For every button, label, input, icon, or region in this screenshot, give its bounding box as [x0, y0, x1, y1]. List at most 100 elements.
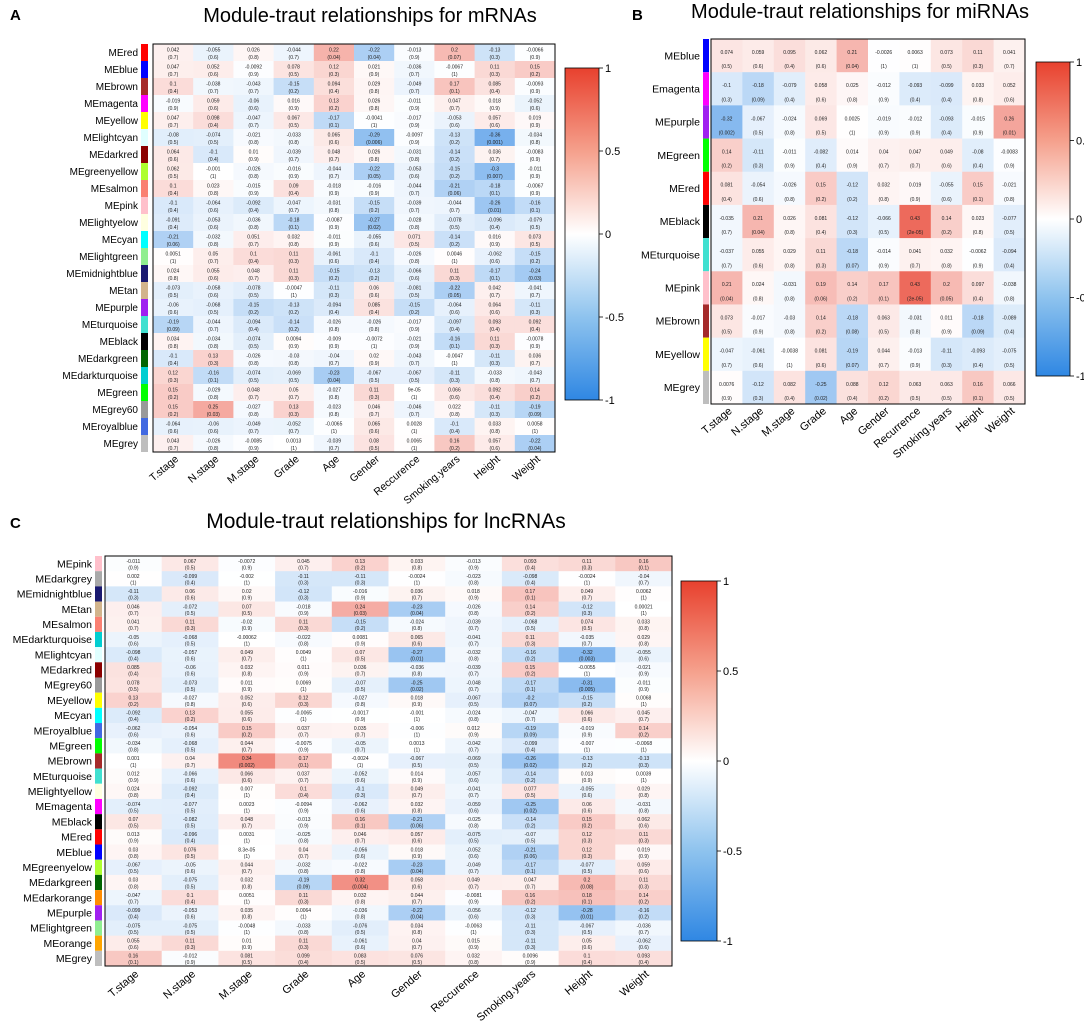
cell-pvalue: (1)	[244, 899, 250, 905]
heatmap-cell	[354, 180, 395, 198]
cell-correlation: 0.14	[847, 282, 857, 288]
cell-correlation: -0.0017	[352, 711, 369, 717]
heatmap-cell	[501, 768, 559, 785]
cell-correlation: -0.026	[407, 252, 421, 258]
cell-pvalue: (0.5)	[910, 396, 921, 402]
heatmap-cell	[233, 418, 274, 436]
cell-pvalue: (0.5)	[941, 396, 952, 402]
cell-correlation: -0.079	[782, 83, 796, 89]
heatmap-cell	[615, 814, 673, 830]
row-label: MEblue	[664, 50, 700, 62]
heatmap-cell	[354, 350, 395, 368]
cell-correlation: -0.067	[410, 756, 424, 762]
cell-correlation: -0.094	[327, 303, 341, 309]
cell-correlation: 0.019	[529, 116, 542, 122]
cell-pvalue: (0.4)	[185, 839, 196, 845]
cell-correlation: 0.035	[240, 908, 253, 914]
cell-correlation: -0.039	[466, 620, 480, 626]
cell-correlation: -0.055	[206, 48, 220, 54]
cell-pvalue: (0.8)	[355, 899, 366, 905]
heatmap-cell	[331, 753, 389, 769]
cell-correlation: 0.02	[369, 354, 379, 360]
colorbar-tick-label: -0.5	[1076, 293, 1084, 305]
cell-correlation: 0.045	[637, 711, 650, 717]
cell-correlation: -0.0047	[446, 354, 463, 360]
cell-correlation: 0.16	[128, 954, 138, 960]
cell-correlation: 0.2	[451, 48, 458, 54]
cell-correlation: 0.11	[299, 893, 309, 899]
heatmap-cell	[711, 238, 743, 272]
cell-correlation: 0.026	[368, 150, 381, 156]
heatmap-cell	[394, 350, 435, 368]
cell-pvalue: (0.4)	[490, 89, 501, 95]
module-color-strip	[95, 601, 102, 617]
x-axis-label: M.stage	[225, 453, 261, 486]
cell-pvalue: (0.2)	[639, 899, 650, 905]
cell-pvalue: (0.6)	[185, 672, 196, 678]
heatmap-cell	[218, 647, 276, 663]
heatmap-cell	[445, 920, 503, 937]
cell-pvalue: (1)	[411, 446, 417, 452]
heatmap-cell	[331, 905, 389, 921]
heatmap-cell	[742, 304, 775, 339]
heatmap-cell	[615, 920, 673, 937]
cell-pvalue: (0.8)	[248, 412, 259, 418]
cell-correlation: 0.01	[242, 938, 252, 944]
cell-correlation: 0.057	[488, 439, 501, 445]
cell-correlation: 0.032	[877, 183, 890, 189]
cell-correlation: 0.13	[128, 696, 138, 702]
module-color-strip	[141, 435, 148, 452]
cell-correlation: -0.049	[407, 82, 421, 88]
heatmap-cell	[275, 890, 333, 906]
heatmap-cell	[313, 299, 355, 317]
cell-pvalue: (0.001)	[487, 140, 503, 146]
cell-pvalue: (0.1)	[449, 344, 460, 350]
cell-pvalue: (0.02)	[410, 687, 423, 693]
row-label: MEgrey	[56, 953, 93, 965]
cell-correlation: 0.018	[411, 696, 424, 702]
cell-pvalue: (1)	[451, 361, 457, 367]
cell-correlation: 0.041	[1003, 50, 1016, 56]
heatmap-cell	[105, 692, 163, 709]
heatmap-cell	[805, 271, 837, 305]
cell-correlation: 0.11	[369, 388, 379, 394]
cell-pvalue: (0.4)	[369, 259, 380, 265]
heatmap-cell	[962, 171, 994, 206]
module-color-strip	[703, 238, 709, 272]
cell-pvalue: (0.8)	[449, 412, 460, 418]
cell-pvalue: (1)	[470, 930, 476, 936]
heatmap-cell	[930, 337, 963, 372]
cell-pvalue: (0.04)	[846, 64, 859, 70]
cell-pvalue: (0.3)	[289, 412, 300, 418]
cell-correlation: 0.023	[207, 184, 220, 190]
cell-pvalue: (0.04)	[752, 230, 765, 236]
cell-pvalue: (0.5)	[168, 174, 179, 180]
heatmap-cell	[993, 304, 1026, 339]
x-axis-label: Weight	[618, 968, 652, 999]
heatmap-cell	[153, 44, 194, 62]
cell-pvalue: (0.7)	[639, 581, 650, 587]
heatmap-cell	[275, 920, 333, 937]
cell-correlation: -0.044	[287, 48, 301, 54]
cell-pvalue: (0.9)	[530, 89, 541, 95]
cell-correlation: 0.051	[247, 235, 260, 241]
cell-correlation: -0.25	[525, 802, 537, 808]
cell-correlation: -0.032	[466, 650, 480, 656]
cell-correlation: -0.026	[246, 167, 260, 173]
cell-correlation: -0.27	[368, 218, 380, 224]
cell-pvalue: (0.5)	[941, 64, 952, 70]
heatmap-cell	[930, 271, 963, 305]
cell-pvalue: (0.7)	[168, 55, 179, 61]
heatmap-cell	[805, 171, 837, 206]
heatmap-cell	[105, 647, 163, 663]
cell-correlation: -0.016	[367, 184, 381, 190]
cell-correlation: -0.093	[939, 116, 953, 122]
heatmap-cell	[193, 333, 234, 351]
cell-correlation: 0.05	[582, 938, 592, 944]
cell-pvalue: (0.5)	[525, 793, 536, 799]
heatmap-cell	[445, 814, 503, 830]
cell-correlation: -0.21	[525, 847, 537, 853]
cell-correlation: -0.053	[407, 167, 421, 173]
heatmap-cell	[445, 905, 503, 921]
cell-correlation: 0.016	[488, 235, 501, 241]
